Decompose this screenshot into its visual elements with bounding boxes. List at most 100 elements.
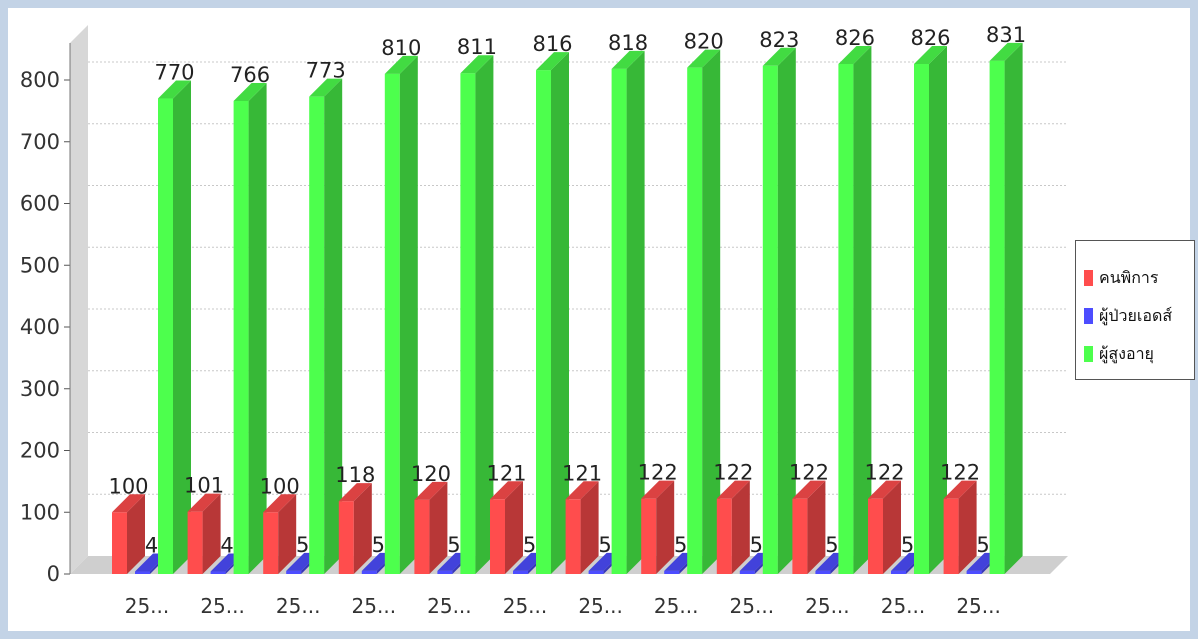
data-label: 122 [789,461,829,485]
bar-1-10 [792,480,826,574]
data-label: 118 [335,463,375,487]
bar-top [641,480,675,499]
data-label: 826 [910,26,950,50]
bar-front [513,570,528,574]
bar-top [460,55,494,74]
bar-front [868,498,883,574]
bar-front [338,501,354,574]
data-label: 820 [684,30,724,54]
bar-3-9 [762,47,796,575]
category-label: 25... [654,594,699,618]
bar-front [891,570,906,574]
legend-item: ผู้สูงอายุ [1084,335,1194,373]
bar-front [641,498,657,574]
y-tick-label: 0 [47,562,60,586]
data-label: 5 [674,533,687,557]
bar-top [762,47,796,66]
bar-side [278,494,297,574]
legend-swatch [1084,346,1093,362]
bar-1-11 [868,480,901,574]
data-label: 5 [825,533,838,557]
legend-item: ผู้ป่วยเอดส์ [1084,297,1194,335]
y-tick-label: 100 [20,500,60,524]
bar-1-9 [716,480,750,574]
bar-top [384,55,418,74]
bar-front [460,73,476,575]
data-label: 818 [608,31,648,55]
category-label: 25... [125,594,170,618]
data-label: 5 [447,533,460,557]
data-label: 101 [184,474,224,498]
chart-frame: 0 100 200 300 400 500 600 700 800 100 4 770 101 4 766… [8,8,1195,631]
bar-front [739,570,755,574]
data-label: 5 [372,533,385,557]
bar-3-8 [687,49,721,575]
bar-side [353,483,372,574]
y-tick-label: 700 [20,130,60,154]
bar-top [838,45,872,64]
data-label: 770 [154,61,194,85]
bar-front [536,70,551,574]
bar-front [762,65,778,575]
bar-side [958,480,977,574]
data-label: 810 [381,36,421,60]
bar-side [505,481,523,574]
bar-3-11 [914,45,947,574]
bar-top [158,80,191,99]
bar-side [853,45,872,574]
data-label: 121 [562,461,602,485]
bar-top [536,52,569,71]
bar-top [565,481,599,500]
category-label: 25... [352,594,397,618]
data-label: 4 [145,534,158,558]
bar-front [565,499,581,574]
bar-top [112,494,145,513]
data-label: 831 [986,23,1026,47]
data-label: 773 [306,59,346,83]
grid-lines [88,61,1068,495]
bar-front [210,571,226,574]
data-label: 766 [230,63,270,87]
category-label: 25... [805,594,850,618]
bar-front [838,63,854,574]
data-label: 826 [835,26,875,50]
bar-top [914,45,947,64]
bar-front [112,512,127,574]
data-label: 5 [598,533,611,557]
data-label: 5 [750,533,763,557]
data-label: 5 [976,533,989,557]
bar-side [475,55,494,574]
bar-front [187,511,203,574]
bar-side [731,480,750,574]
category-label: 25... [956,594,1001,618]
y-tick-label: 600 [20,192,60,216]
bar-front [414,499,430,574]
bar-side [656,480,675,574]
bar-1-5 [414,481,448,574]
legend: คนพิการ ผู้ป่วยเอดส์ ผู้สูงอายุ [1075,240,1195,380]
bar-1-3 [263,494,297,574]
bar-side [551,52,569,575]
bar-3-4 [384,55,418,574]
bar-top [716,480,750,499]
bar-top [687,49,721,68]
bar-top [338,483,372,502]
data-label: 122 [864,461,904,485]
bar-side [777,47,796,575]
bar-1-12 [943,480,977,574]
bar-front [309,96,325,575]
data-label: 122 [940,461,980,485]
bar-front [135,571,150,574]
data-label: 4 [220,534,233,558]
bar-top [792,480,826,499]
bar-side [324,78,343,575]
data-label: 5 [296,533,309,557]
bar-3-1 [158,80,191,575]
bar-front [286,570,302,574]
bar-front [815,570,831,574]
category-label: 25... [503,594,548,618]
bar-top [611,50,645,69]
bar-front [664,570,680,574]
bar-front [914,63,929,574]
y-tick-label: 500 [20,253,60,277]
